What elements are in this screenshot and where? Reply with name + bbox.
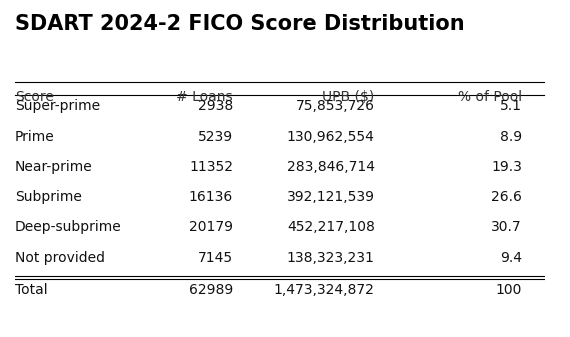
Text: 30.7: 30.7	[491, 220, 522, 235]
Text: 5.1: 5.1	[500, 99, 522, 114]
Text: # Loans: # Loans	[177, 90, 233, 103]
Text: 138,323,231: 138,323,231	[287, 251, 374, 265]
Text: 392,121,539: 392,121,539	[287, 190, 374, 204]
Text: 19.3: 19.3	[491, 160, 522, 174]
Text: 7145: 7145	[198, 251, 233, 265]
Text: 20179: 20179	[189, 220, 233, 235]
Text: Super-prime: Super-prime	[15, 99, 100, 114]
Text: Near-prime: Near-prime	[15, 160, 93, 174]
Text: Total: Total	[15, 282, 48, 297]
Text: Score: Score	[15, 90, 54, 103]
Text: % of Pool: % of Pool	[458, 90, 522, 103]
Text: 75,853,726: 75,853,726	[296, 99, 374, 114]
Text: Deep-subprime: Deep-subprime	[15, 220, 122, 235]
Text: Not provided: Not provided	[15, 251, 105, 265]
Text: 100: 100	[495, 282, 522, 297]
Text: 8.9: 8.9	[500, 130, 522, 144]
Text: 130,962,554: 130,962,554	[287, 130, 374, 144]
Text: 2938: 2938	[198, 99, 233, 114]
Text: Subprime: Subprime	[15, 190, 82, 204]
Text: SDART 2024-2 FICO Score Distribution: SDART 2024-2 FICO Score Distribution	[15, 14, 465, 34]
Text: 452,217,108: 452,217,108	[287, 220, 374, 235]
Text: 11352: 11352	[189, 160, 233, 174]
Text: 1,473,324,872: 1,473,324,872	[274, 282, 374, 297]
Text: 16136: 16136	[189, 190, 233, 204]
Text: Prime: Prime	[15, 130, 55, 144]
Text: 9.4: 9.4	[500, 251, 522, 265]
Text: 26.6: 26.6	[491, 190, 522, 204]
Text: 283,846,714: 283,846,714	[287, 160, 374, 174]
Text: 62989: 62989	[189, 282, 233, 297]
Text: 5239: 5239	[198, 130, 233, 144]
Text: UPB ($): UPB ($)	[323, 90, 374, 103]
